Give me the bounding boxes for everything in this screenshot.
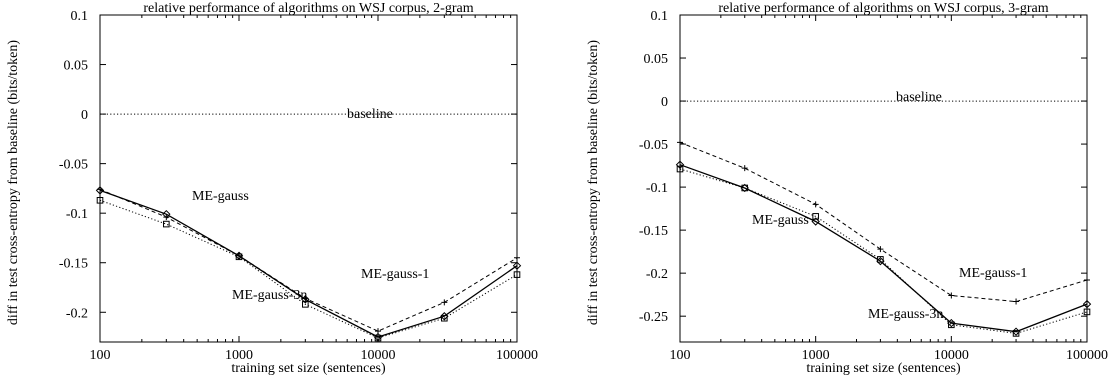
y-tick-label: 0.05	[644, 52, 669, 67]
data-point-diamond	[675, 160, 685, 169]
x-tick-label: 10000	[934, 348, 969, 363]
x-axis-label: training set size (sentences)	[231, 361, 386, 376]
chart-title: relative performance of algorithms on WS…	[143, 1, 473, 16]
data-point-diamond	[1082, 299, 1092, 309]
annotation-label: ME-gauss-3n	[868, 307, 943, 322]
series-line	[679, 168, 1088, 334]
annotation-label: baseline	[347, 107, 393, 122]
y-tick-label: 0	[81, 108, 88, 123]
data-point-square	[302, 301, 309, 308]
x-axis-label: training set size (sentences)	[806, 361, 961, 376]
y-axis-label: diff in test cross-entropy from baseline…	[6, 40, 21, 325]
y-tick-label: 0	[661, 95, 668, 110]
data-point-square	[441, 314, 448, 322]
x-tick-label: 100000	[1066, 348, 1108, 363]
y-tick-label: -0.15	[639, 224, 668, 239]
data-point-plus	[1084, 277, 1090, 284]
y-tick-label: 0.05	[64, 59, 89, 74]
data-point-square	[877, 256, 884, 263]
data-point-diamond	[811, 217, 820, 226]
data-point-plus	[877, 246, 884, 253]
data-point-plus	[677, 139, 683, 146]
series-line	[99, 189, 518, 338]
data-point-square	[235, 253, 243, 261]
annotation-label: ME-gauss	[752, 213, 809, 228]
data-point-plus	[514, 254, 520, 261]
x-tick-label: 100	[90, 348, 111, 363]
plot-frame	[99, 14, 518, 343]
series-me-gauss-3n	[676, 165, 1091, 337]
data-point-square	[676, 165, 684, 173]
series-me-gauss	[95, 186, 522, 342]
data-point-square	[96, 197, 104, 204]
chart-3gram: relative performance of algorithms on WS…	[586, 1, 1108, 376]
data-point-square	[513, 271, 521, 278]
y-tick-label: -0.25	[639, 310, 668, 325]
data-point-plus	[97, 186, 103, 193]
data-point-plus	[1013, 298, 1020, 305]
data-point-plus	[302, 295, 309, 302]
annotation-label: ME-gauss-3n	[232, 288, 307, 303]
data-point-plus	[812, 201, 819, 208]
chart-2gram: relative performance of algorithms on WS…	[6, 1, 538, 376]
data-point-square	[812, 213, 819, 220]
data-point-square	[163, 220, 170, 228]
y-tick-label: 0.1	[651, 9, 669, 24]
y-tick-label: -0.2	[646, 267, 668, 282]
y-tick-label: -0.1	[646, 181, 668, 196]
x-tick-label: 10000	[361, 348, 396, 363]
series-me-gauss-3n	[96, 197, 521, 342]
data-point-square	[1012, 330, 1020, 337]
y-tick-label: -0.05	[639, 138, 668, 153]
y-tick-label: 0.1	[71, 9, 89, 24]
data-point-square	[374, 334, 382, 342]
annotation-label: baseline	[896, 90, 942, 105]
y-tick-label: -0.05	[59, 158, 88, 173]
plot-frame	[679, 14, 1088, 343]
data-point-plus	[441, 299, 448, 306]
y-axis-label: diff in test cross-entropy from baseline…	[586, 40, 601, 325]
series-line	[679, 164, 1088, 333]
y-tick-label: -0.2	[66, 306, 88, 321]
data-point-plus	[741, 165, 748, 172]
x-tick-label: 1000	[225, 348, 253, 363]
x-tick-label: 100000	[496, 348, 538, 363]
data-point-square	[948, 321, 955, 329]
chart-title: relative performance of algorithms on WS…	[718, 1, 1048, 16]
data-point-plus	[948, 292, 955, 299]
data-point-plus	[375, 328, 381, 335]
x-tick-label: 100	[670, 348, 691, 363]
annotation-label: ME-gauss-1	[361, 267, 429, 282]
annotation-label: ME-gauss	[192, 189, 249, 204]
y-tick-label: -0.1	[66, 207, 88, 222]
series-line	[99, 199, 518, 339]
x-tick-label: 1000	[802, 348, 830, 363]
y-tick-label: -0.15	[59, 257, 88, 272]
series-me-gauss-1	[97, 186, 520, 335]
data-point-square	[1083, 308, 1091, 316]
data-point-diamond	[512, 261, 522, 270]
data-point-square	[741, 184, 749, 192]
data-point-plus	[163, 214, 170, 221]
annotation-label: ME-gauss-1	[959, 266, 1027, 281]
series-me-gauss-1	[677, 139, 1090, 305]
